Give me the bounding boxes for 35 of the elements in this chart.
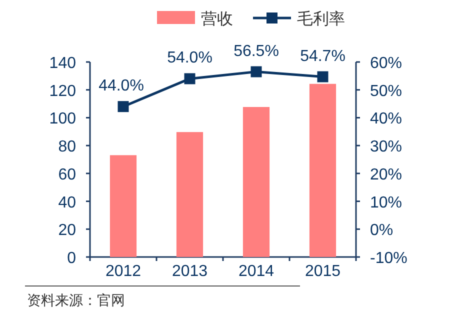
legend-label: 毛利率 xyxy=(297,10,345,28)
bar xyxy=(309,84,336,257)
data-label: 56.5% xyxy=(234,42,279,60)
y-tick-label: 20 xyxy=(58,222,76,240)
y2-tick-label: 50% xyxy=(370,82,402,100)
y2-tick-label: 10% xyxy=(370,194,402,212)
y2-tick-label: 30% xyxy=(370,138,402,156)
x-tick-label: 2012 xyxy=(105,263,142,280)
legend-label: 营收 xyxy=(201,10,233,28)
y2-tick-label: 20% xyxy=(370,166,402,184)
data-label: 54.7% xyxy=(300,48,346,65)
y-tick-label: 0 xyxy=(67,250,76,267)
data-label: 54.0% xyxy=(167,50,212,67)
x-tick-label: 2014 xyxy=(238,263,274,280)
point xyxy=(184,73,196,84)
point xyxy=(317,71,328,82)
y-tick-label: 100 xyxy=(49,110,76,128)
y-tick-label: 80 xyxy=(58,138,76,156)
point xyxy=(250,66,262,78)
bar xyxy=(176,132,204,257)
data-label: 44.0% xyxy=(98,78,144,95)
y2-tick-label: 60% xyxy=(370,55,402,72)
bar xyxy=(110,155,137,257)
y-tick-label: 120 xyxy=(49,82,76,100)
y2-tick-label: 40% xyxy=(370,110,402,128)
y-tick-label: 60 xyxy=(58,166,76,184)
y2-tick-label: 0% xyxy=(370,222,394,240)
point xyxy=(118,101,129,112)
y-tick-label: 40 xyxy=(58,194,76,212)
y2-tick-label: -10% xyxy=(370,250,408,267)
x-tick-label: 2015 xyxy=(304,263,341,280)
x-tick-label: 2013 xyxy=(172,263,208,280)
y-tick-label: 140 xyxy=(49,55,76,72)
text: 资料来源：官网 xyxy=(27,292,125,308)
bar xyxy=(242,106,270,257)
